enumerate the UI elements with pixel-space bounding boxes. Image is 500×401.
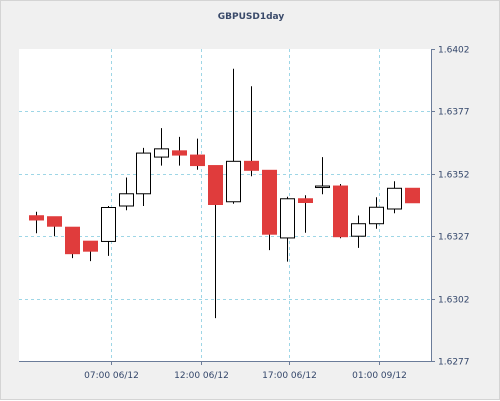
candle-body-down bbox=[262, 169, 277, 235]
candle-body-up bbox=[101, 206, 116, 242]
candle-body-up bbox=[280, 198, 295, 239]
candle-body-up bbox=[119, 193, 134, 207]
x-tick-label: 01:00 09/12 bbox=[352, 371, 407, 381]
candle-body-down bbox=[47, 216, 62, 227]
y-tick-label: 1.6302 bbox=[438, 296, 470, 306]
y-tick-label: 1.6377 bbox=[438, 108, 470, 118]
candle-body-down bbox=[29, 215, 44, 221]
candle-body-up bbox=[351, 223, 366, 237]
candle-body-up bbox=[136, 152, 151, 195]
candle-body-down bbox=[83, 240, 98, 252]
candle-body-down bbox=[244, 160, 259, 171]
plot-area bbox=[19, 49, 431, 361]
candle-body-down bbox=[208, 165, 223, 206]
candle-body-down bbox=[333, 185, 348, 238]
y-tick-label: 1.6277 bbox=[438, 358, 470, 368]
candle-body-up bbox=[154, 148, 169, 158]
y-tick-label: 1.6352 bbox=[438, 171, 470, 181]
x-tick-label: 07:00 06/12 bbox=[84, 371, 139, 381]
candle-body-up bbox=[387, 187, 402, 210]
candle-body-down bbox=[172, 150, 187, 156]
candle-body-down bbox=[298, 198, 313, 204]
x-tick-label: 17:00 06/12 bbox=[262, 371, 317, 381]
x-tick-label: 12:00 06/12 bbox=[174, 371, 229, 381]
candle-body-up bbox=[226, 160, 241, 203]
chart-title: GBPUSD1day bbox=[217, 12, 285, 22]
y-tick-label: 1.6402 bbox=[438, 46, 470, 56]
candle-body-down bbox=[65, 226, 80, 255]
candle-body-up bbox=[369, 206, 384, 225]
candle-body-up bbox=[315, 185, 330, 189]
candle-body-down bbox=[190, 154, 205, 167]
y-tick-label: 1.6327 bbox=[438, 233, 470, 243]
candle-body-down bbox=[405, 187, 420, 204]
